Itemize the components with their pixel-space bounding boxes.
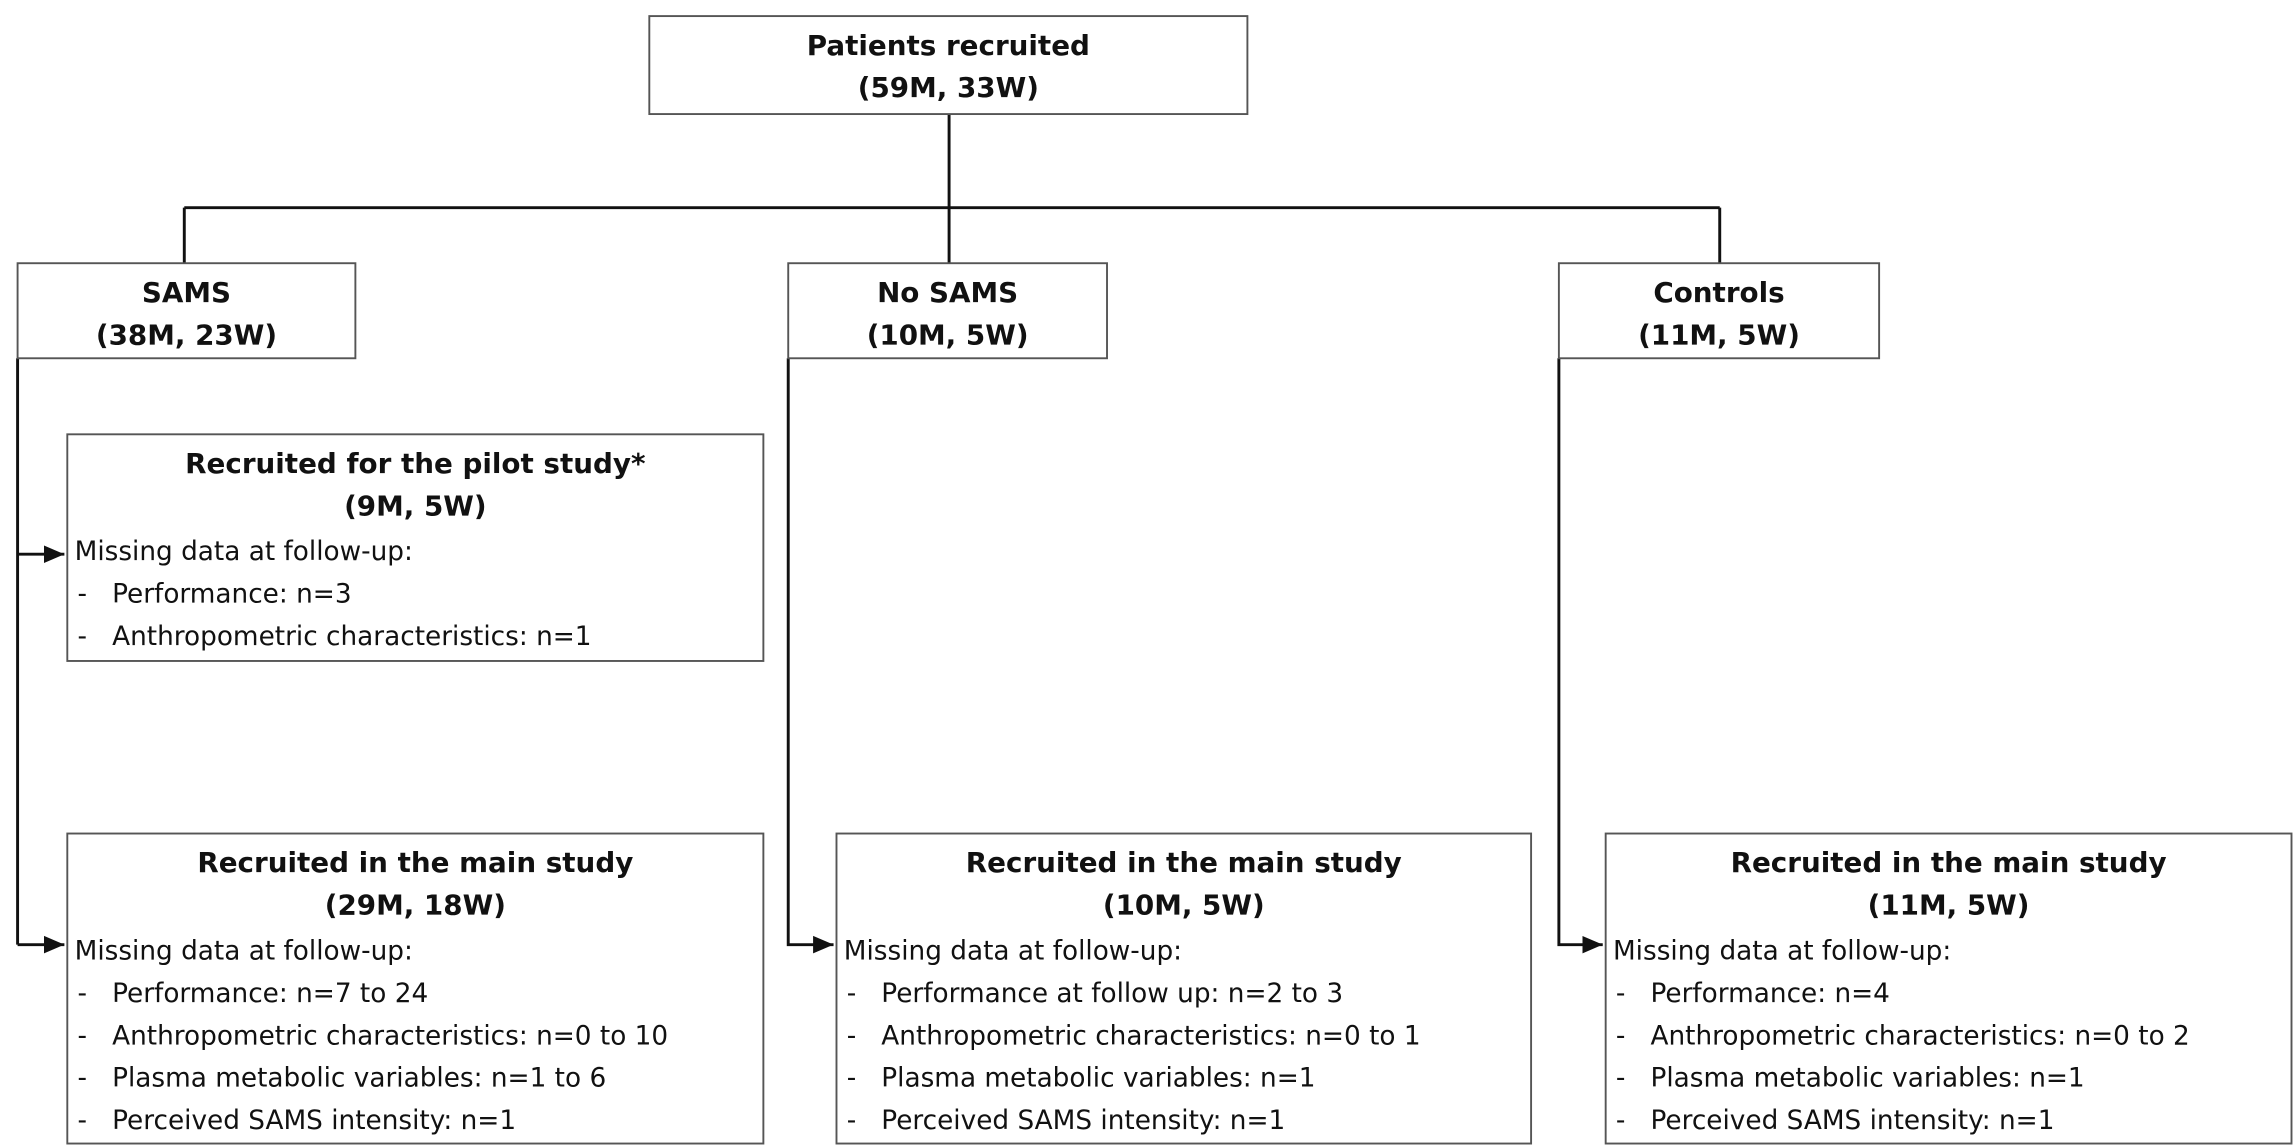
connectors: [16, 114, 1722, 954]
group-node: No SAMS (10M, 5W): [787, 262, 1108, 360]
missing-item: - Perceived SAMS intensity: n=1: [847, 1106, 1286, 1136]
arrow: [1557, 358, 1603, 954]
group-node: Controls (11M, 5W): [1557, 262, 1881, 360]
box: [835, 832, 1533, 1145]
box-title: Recruited in the main study: [197, 846, 633, 879]
missing-heading: Missing data at follow-up:: [844, 936, 1182, 966]
box: [648, 15, 1249, 116]
missing-item: - Plasma metabolic variables: n=1 to 6: [78, 1064, 607, 1094]
missing-item: - Anthropometric characteristics: n=0 to…: [1616, 1021, 2190, 1051]
root-node: Patients recruited (59M, 33W): [648, 15, 1249, 116]
box-subtitle: (10M, 5W): [1103, 889, 1265, 922]
missing-item: - Performance: n=4: [1616, 979, 1890, 1009]
box-subtitle: (11M, 5W): [1638, 318, 1800, 351]
missing-item: - Plasma metabolic variables: n=1: [847, 1064, 1316, 1094]
study-box: Recruited in the main study (29M, 18W) Mis…: [66, 832, 765, 1145]
study-box: Recruited in the main study (11M, 5W) Miss…: [1604, 832, 2293, 1145]
missing-item: - Performance at follow up: n=2 to 3: [847, 979, 1343, 1009]
missing-heading: Missing data at follow-up:: [75, 936, 413, 966]
missing-item: - Perceived SAMS intensity: n=1: [1616, 1106, 2055, 1136]
box-title: Recruited in the main study: [966, 846, 1402, 879]
missing-heading: Missing data at follow-up:: [75, 537, 413, 567]
box-subtitle: (29M, 18W): [325, 889, 506, 922]
box-title: Recruited in the main study: [1731, 846, 2167, 879]
box: [66, 832, 765, 1145]
box-title: Recruited for the pilot study*: [185, 447, 645, 480]
arrow: [786, 358, 834, 954]
box-subtitle: (10M, 5W): [867, 318, 1029, 351]
box: [787, 262, 1108, 360]
missing-item: - Anthropometric characteristics: n=0 to…: [78, 1021, 669, 1051]
box: [16, 262, 357, 360]
box: [1557, 262, 1881, 360]
box-subtitle: (38M, 23W): [96, 318, 277, 351]
missing-item: - Anthropometric characteristics: n=1: [78, 622, 592, 652]
study-box: Recruited for the pilot study* (9M, 5W) Mi…: [66, 433, 765, 662]
missing-item: - Anthropometric characteristics: n=0 to…: [847, 1021, 1421, 1051]
group-node: SAMS (38M, 23W): [16, 262, 357, 360]
box-title: No SAMS: [877, 276, 1018, 309]
missing-item: - Plasma metabolic variables: n=1: [1616, 1064, 2085, 1094]
box-title: Patients recruited: [807, 29, 1090, 62]
box-title: SAMS: [142, 276, 231, 309]
tree-lines: [182, 114, 1722, 264]
missing-item: - Perceived SAMS intensity: n=1: [78, 1106, 517, 1136]
box-title: Controls: [1653, 276, 1784, 309]
missing-item: - Performance: n=7 to 24: [78, 979, 429, 1009]
box-subtitle: (9M, 5W): [344, 489, 487, 522]
box: [66, 433, 765, 662]
box: [1604, 832, 2293, 1145]
missing-item: - Performance: n=3: [78, 580, 352, 610]
study-box: Recruited in the main study (10M, 5W) Miss…: [835, 832, 1533, 1145]
missing-heading: Missing data at follow-up:: [1613, 936, 1951, 966]
box-subtitle: (59M, 33W): [858, 71, 1039, 104]
box-subtitle: (11M, 5W): [1868, 889, 2030, 922]
